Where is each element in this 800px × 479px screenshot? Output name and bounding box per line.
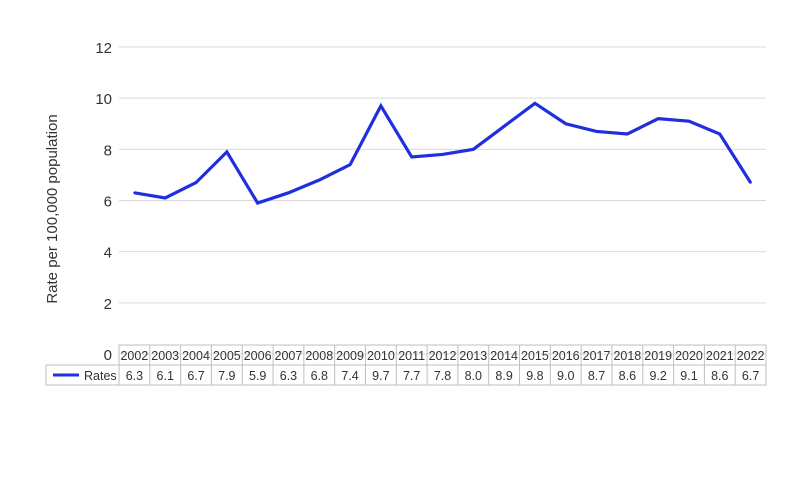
data-label: 8.0	[465, 369, 482, 383]
x-tick-label: 2021	[706, 349, 734, 363]
data-label: 8.6	[711, 369, 728, 383]
data-label: 6.7	[742, 369, 759, 383]
data-label: 9.1	[680, 369, 697, 383]
x-tick-label: 2013	[459, 349, 487, 363]
y-tick-label: 8	[104, 142, 112, 159]
data-point	[133, 191, 136, 195]
x-tick-label: 2005	[213, 349, 241, 363]
x-tick-label: 2014	[490, 349, 518, 363]
data-point	[595, 130, 598, 133]
data-label: 6.3	[126, 369, 143, 383]
y-tick-label: 2	[104, 296, 112, 313]
data-label: 9.0	[557, 369, 574, 383]
gridlines	[119, 46, 766, 355]
data-label: 7.8	[434, 369, 451, 383]
data-label: 6.3	[280, 369, 297, 383]
x-tick-label: 2004	[182, 349, 210, 363]
data-label: 8.6	[619, 369, 636, 383]
data-label: 6.8	[311, 369, 328, 383]
data-point	[656, 117, 660, 120]
x-tick-label: 2007	[275, 349, 303, 363]
x-tick-label: 2006	[244, 349, 272, 363]
x-tick-label: 2022	[737, 349, 765, 363]
y-tick-label: 4	[104, 245, 112, 262]
data-point	[318, 178, 321, 182]
x-tick-label: 2009	[336, 349, 364, 363]
data-label: 8.7	[588, 369, 605, 383]
data-table: 2002 6.3 2003 6.1 2004 6.7 2005 7.9 2006 5.9 2007 6…	[45, 344, 767, 386]
legend-label: Rates	[84, 369, 117, 383]
data-label: 6.1	[157, 369, 174, 383]
x-tick-label: 2016	[552, 349, 580, 363]
data-point	[687, 119, 691, 123]
y-tick-label: 10	[95, 91, 112, 108]
x-tick-label: 2018	[613, 349, 641, 363]
data-point	[194, 181, 198, 184]
data-point	[626, 132, 629, 136]
data-label: 7.4	[341, 369, 358, 383]
data-label: 8.9	[495, 369, 512, 383]
data-point	[472, 148, 475, 151]
x-tick-label: 2015	[521, 349, 549, 363]
data-point	[410, 155, 413, 159]
data-point	[502, 125, 506, 128]
x-tick-label: 2002	[120, 349, 148, 363]
data-label: 7.9	[218, 369, 235, 383]
data-label: 6.7	[187, 369, 204, 383]
data-point	[564, 122, 567, 125]
data-point	[718, 132, 721, 136]
x-tick-label: 2019	[644, 349, 672, 363]
data-point	[441, 153, 444, 156]
data-label: 9.7	[372, 369, 389, 383]
data-point	[287, 191, 290, 195]
y-tick-label: 6	[104, 194, 112, 211]
data-point	[379, 104, 383, 108]
table-data-row	[45, 364, 767, 386]
data-point	[225, 150, 229, 154]
data-point	[348, 163, 352, 166]
data-point	[533, 102, 537, 105]
x-tick-label: 2003	[151, 349, 179, 363]
data-label: 9.2	[649, 369, 666, 383]
data-point	[256, 201, 259, 205]
x-tick-label: 2020	[675, 349, 703, 363]
data-label: 5.9	[249, 369, 266, 383]
y-axis-label: Rate per 100,000 population	[44, 114, 61, 303]
series-line-rates	[133, 101, 752, 205]
data-point	[164, 196, 167, 200]
x-tick-label: 2012	[429, 349, 457, 363]
x-tick-label: 2017	[583, 349, 611, 363]
data-label: 9.8	[526, 369, 543, 383]
y-tick-label: 0	[104, 347, 112, 364]
y-axis-ticks: 0 2 4 6 8 10 12	[95, 40, 112, 364]
x-tick-label: 2008	[305, 349, 333, 363]
data-point	[749, 181, 752, 184]
x-tick-label: 2011	[398, 349, 425, 363]
data-label: 7.7	[403, 369, 420, 383]
y-tick-label: 12	[95, 40, 112, 57]
x-tick-label: 2010	[367, 349, 395, 363]
